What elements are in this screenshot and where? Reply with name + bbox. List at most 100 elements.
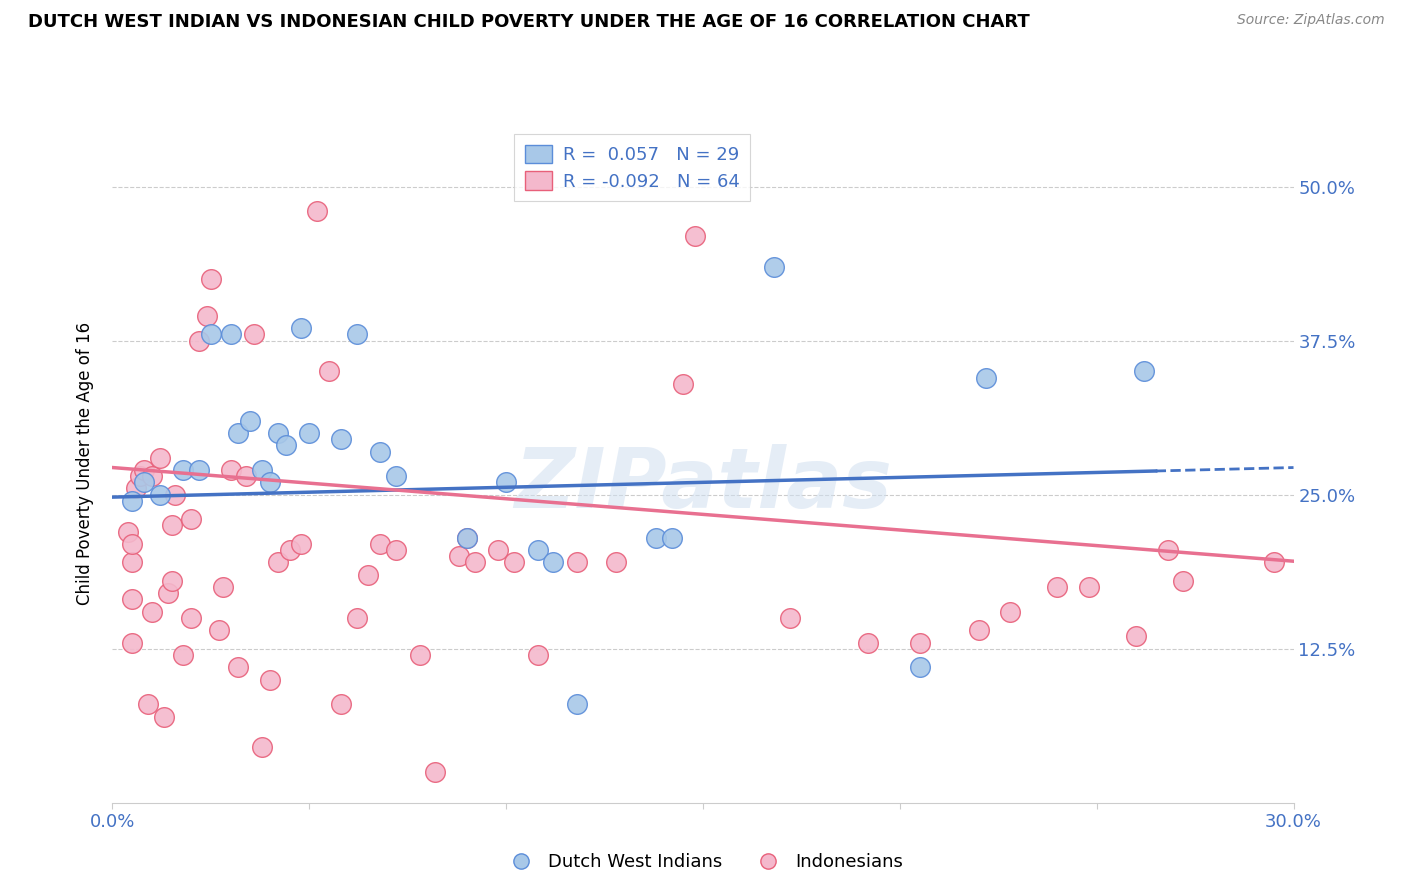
Point [318,364,340,378]
Legend: R =  0.057   N = 29, R = -0.092   N = 64: R = 0.057 N = 29, R = -0.092 N = 64 [515,134,751,202]
Point [121,592,143,607]
Point [129,469,152,483]
Point [200,272,222,286]
Point [208,624,231,638]
Point [235,469,257,483]
Point [243,327,266,342]
Point [779,611,801,625]
Point [136,697,159,711]
Point [219,463,242,477]
Point [368,444,391,458]
Point [195,309,218,323]
Point [1046,580,1069,594]
Point [160,574,183,588]
Point [495,475,517,490]
Point [259,475,281,490]
Point [408,648,430,662]
Point [526,543,548,558]
Point [228,660,250,674]
Point [456,531,478,545]
Point [1173,574,1195,588]
Point [149,450,172,465]
Point [1156,543,1178,558]
Text: DUTCH WEST INDIAN VS INDONESIAN CHILD POVERTY UNDER THE AGE OF 16 CORRELATION CH: DUTCH WEST INDIAN VS INDONESIAN CHILD PO… [28,13,1029,31]
Point [976,370,998,384]
Point [908,635,931,649]
Point [278,543,301,558]
Point [250,463,273,477]
Point [908,660,931,674]
Point [329,697,352,711]
Point [188,334,211,348]
Point [661,531,683,545]
Point [211,580,233,594]
Point [141,605,163,619]
Point [172,463,194,477]
Point [121,537,143,551]
Point [121,635,143,649]
Point [1263,556,1285,570]
Point [307,204,329,219]
Point [165,488,187,502]
Point [605,556,627,570]
Point [290,321,312,335]
Point [219,327,242,342]
Point [456,531,478,545]
Point [141,469,163,483]
Point [267,425,290,440]
Point [132,463,155,477]
Point [200,327,222,342]
Point [228,425,250,440]
Point [425,764,447,779]
Point [858,635,880,649]
Y-axis label: Child Poverty Under the Age of 16: Child Poverty Under the Age of 16 [76,322,94,606]
Point [239,414,262,428]
Point [385,469,408,483]
Point [172,648,194,662]
Point [125,482,148,496]
Point [644,531,666,545]
Point [1125,629,1147,643]
Point [1077,580,1099,594]
Point [447,549,470,564]
Point [565,697,588,711]
Point [121,556,143,570]
Point [188,463,211,477]
Point [259,673,281,687]
Point [290,537,312,551]
Point [274,438,297,452]
Point [368,537,391,551]
Point [121,493,143,508]
Point [152,709,174,723]
Point [149,488,172,502]
Point [672,376,695,391]
Point [967,624,990,638]
Point [385,543,408,558]
Point [998,605,1021,619]
Point [298,425,321,440]
Point [180,512,202,526]
Point [346,327,368,342]
Point [132,475,155,490]
Point [464,556,486,570]
Point [160,518,183,533]
Point [683,228,706,243]
Point [526,648,548,662]
Point [180,611,202,625]
Point [329,432,352,446]
Text: Source: ZipAtlas.com: Source: ZipAtlas.com [1237,13,1385,28]
Point [1133,364,1156,378]
Point [543,556,565,570]
Point [346,611,368,625]
Point [267,556,290,570]
Text: ZIPatlas: ZIPatlas [515,443,891,524]
Point [250,740,273,755]
Point [565,556,588,570]
Point [357,567,380,582]
Point [156,586,179,600]
Point [117,524,139,539]
Legend: Dutch West Indians, Indonesians: Dutch West Indians, Indonesians [496,847,910,879]
Point [503,556,526,570]
Point [486,543,509,558]
Point [762,260,785,274]
